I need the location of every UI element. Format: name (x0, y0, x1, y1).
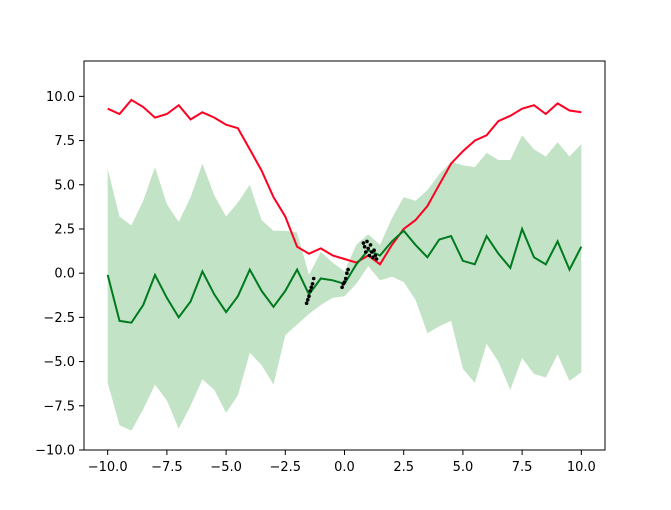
observation-point (340, 285, 344, 290)
y-tick-label: 10.0 (46, 90, 75, 105)
y-tick-label: 2.5 (54, 222, 75, 237)
y-tick-label: −10.0 (35, 444, 75, 459)
observation-point (373, 253, 378, 258)
observation-point (306, 297, 310, 302)
observation-point (343, 276, 348, 281)
observation-point (311, 276, 316, 281)
observation-point (374, 257, 379, 261)
x-tick-label: −5.0 (210, 460, 242, 475)
observation-point (362, 244, 367, 249)
y-tick-label: 7.5 (54, 134, 75, 149)
y-tick-label: 0.0 (54, 267, 75, 282)
y-tick-label: −2.5 (43, 311, 75, 326)
observation-point (304, 301, 309, 306)
x-tick-label: 7.5 (512, 460, 533, 475)
observation-point (310, 282, 315, 286)
x-tick-label: 10.0 (567, 460, 596, 475)
y-tick-label: −7.5 (43, 399, 75, 414)
observation-point (366, 246, 371, 251)
observation-point (372, 248, 376, 252)
observation-point (309, 285, 314, 290)
observation-point (361, 241, 366, 245)
observation-point (345, 271, 349, 276)
observation-point (346, 267, 350, 272)
y-axis-ticks: −10.0 −7.5 −5.0 −2.5 0.0 2.5 5.0 7.5 10.0 (35, 90, 84, 459)
x-axis-ticks: −10.0 −7.5 −5.0 −2.5 0.0 2.5 5.0 7.5 10.0 (88, 450, 596, 475)
x-tick-label: −10.0 (88, 460, 128, 475)
observation-point (342, 280, 347, 284)
x-tick-label: 5.0 (453, 460, 474, 475)
y-tick-label: 5.0 (54, 178, 75, 193)
x-tick-label: −7.5 (151, 460, 183, 475)
observation-points (304, 239, 379, 306)
uncertainty-line (107, 98, 582, 266)
observation-point (364, 250, 368, 254)
x-tick-label: 0.0 (334, 460, 355, 475)
x-tick-label: 2.5 (393, 460, 414, 475)
y-tick-label: −5.0 (43, 355, 75, 370)
plot-area (106, 98, 583, 431)
observation-point (367, 253, 372, 258)
observation-point (307, 294, 311, 299)
observation-point (308, 289, 313, 293)
x-tick-label: −2.5 (270, 460, 302, 475)
observation-point (368, 243, 373, 247)
observation-point (365, 239, 369, 244)
